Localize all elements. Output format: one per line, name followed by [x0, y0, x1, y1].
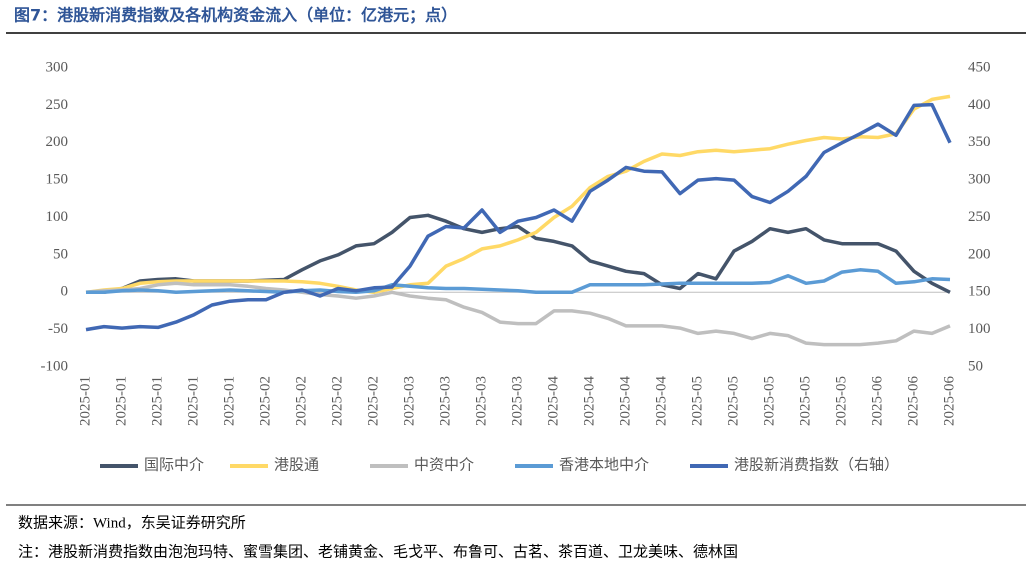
x-tick-label: 2025-05	[797, 376, 813, 426]
legend-label: 港股通	[274, 456, 319, 473]
y2-tick-label: 100	[968, 321, 991, 337]
x-tick-label: 2025-05	[689, 376, 705, 426]
x-tick-label: 2025-01	[221, 376, 237, 426]
x-tick-label: 2025-06	[869, 376, 885, 426]
y-tick-label: 0	[61, 284, 69, 300]
y-tick-label: 300	[46, 59, 69, 75]
x-tick-label: 2025-04	[545, 376, 561, 426]
x-tick-label: 2025-05	[725, 376, 741, 426]
y2-tick-label: 150	[968, 284, 991, 300]
source: 数据来源：Wind，东吴证券研究所	[18, 514, 246, 531]
x-tick-label: 2025-04	[617, 376, 633, 426]
y2-tick-label: 350	[968, 134, 991, 150]
x-tick-label: 2025-02	[293, 376, 309, 426]
y-tick-label: -100	[41, 358, 69, 374]
x-tick-label: 2025-01	[77, 376, 93, 426]
y-tick-label: 200	[46, 134, 69, 150]
y2-tick-label: 400	[968, 97, 991, 113]
legend-label: 国际中介	[144, 456, 204, 473]
x-tick-label: 2025-02	[365, 376, 381, 426]
x-tick-label: 2025-03	[401, 376, 417, 426]
x-tick-label: 2025-01	[185, 376, 201, 426]
y-tick-label: 150	[46, 172, 69, 188]
x-tick-label: 2025-05	[761, 376, 777, 426]
x-tick-label: 2025-02	[257, 376, 273, 426]
y2-tick-label: 450	[968, 59, 991, 75]
x-tick-label: 2025-05	[833, 376, 849, 426]
x-tick-label: 2025-04	[653, 376, 669, 426]
y2-tick-label: 50	[968, 358, 983, 374]
x-tick-label: 2025-06	[941, 376, 957, 426]
x-tick-label: 2025-01	[149, 376, 165, 426]
y-tick-label: 250	[46, 97, 69, 113]
x-tick-label: 2025-02	[329, 376, 345, 426]
y-tick-label: -50	[48, 321, 68, 337]
y2-tick-label: 200	[968, 246, 991, 262]
legend-label: 香港本地中介	[559, 456, 649, 473]
x-tick-label: 2025-03	[473, 376, 489, 426]
y-tick-label: 100	[46, 209, 69, 225]
series-line	[85, 102, 952, 332]
x-tick-label: 2025-04	[581, 376, 597, 426]
chart-title: 图7：港股新消费指数及各机构资金流入（单位：亿港元；点）	[14, 6, 457, 25]
x-tick-label: 2025-01	[113, 376, 129, 426]
legend-label: 港股新消费指数（右轴）	[734, 456, 899, 473]
series-line	[85, 94, 951, 295]
legend-label: 中资中介	[414, 456, 474, 473]
y2-tick-label: 300	[968, 172, 991, 188]
y2-tick-label: 250	[968, 209, 991, 225]
y-tick-label: 50	[53, 246, 68, 262]
series-line	[85, 281, 951, 347]
x-tick-label: 2025-06	[905, 376, 921, 426]
x-tick-label: 2025-03	[509, 376, 525, 426]
x-tick-label: 2025-03	[437, 376, 453, 426]
note: 注：港股新消费指数由泡泡玛特、蜜雪集团、老铺黄金、毛戈平、布鲁可、古茗、茶百道、…	[18, 542, 738, 560]
series-line	[86, 268, 951, 295]
